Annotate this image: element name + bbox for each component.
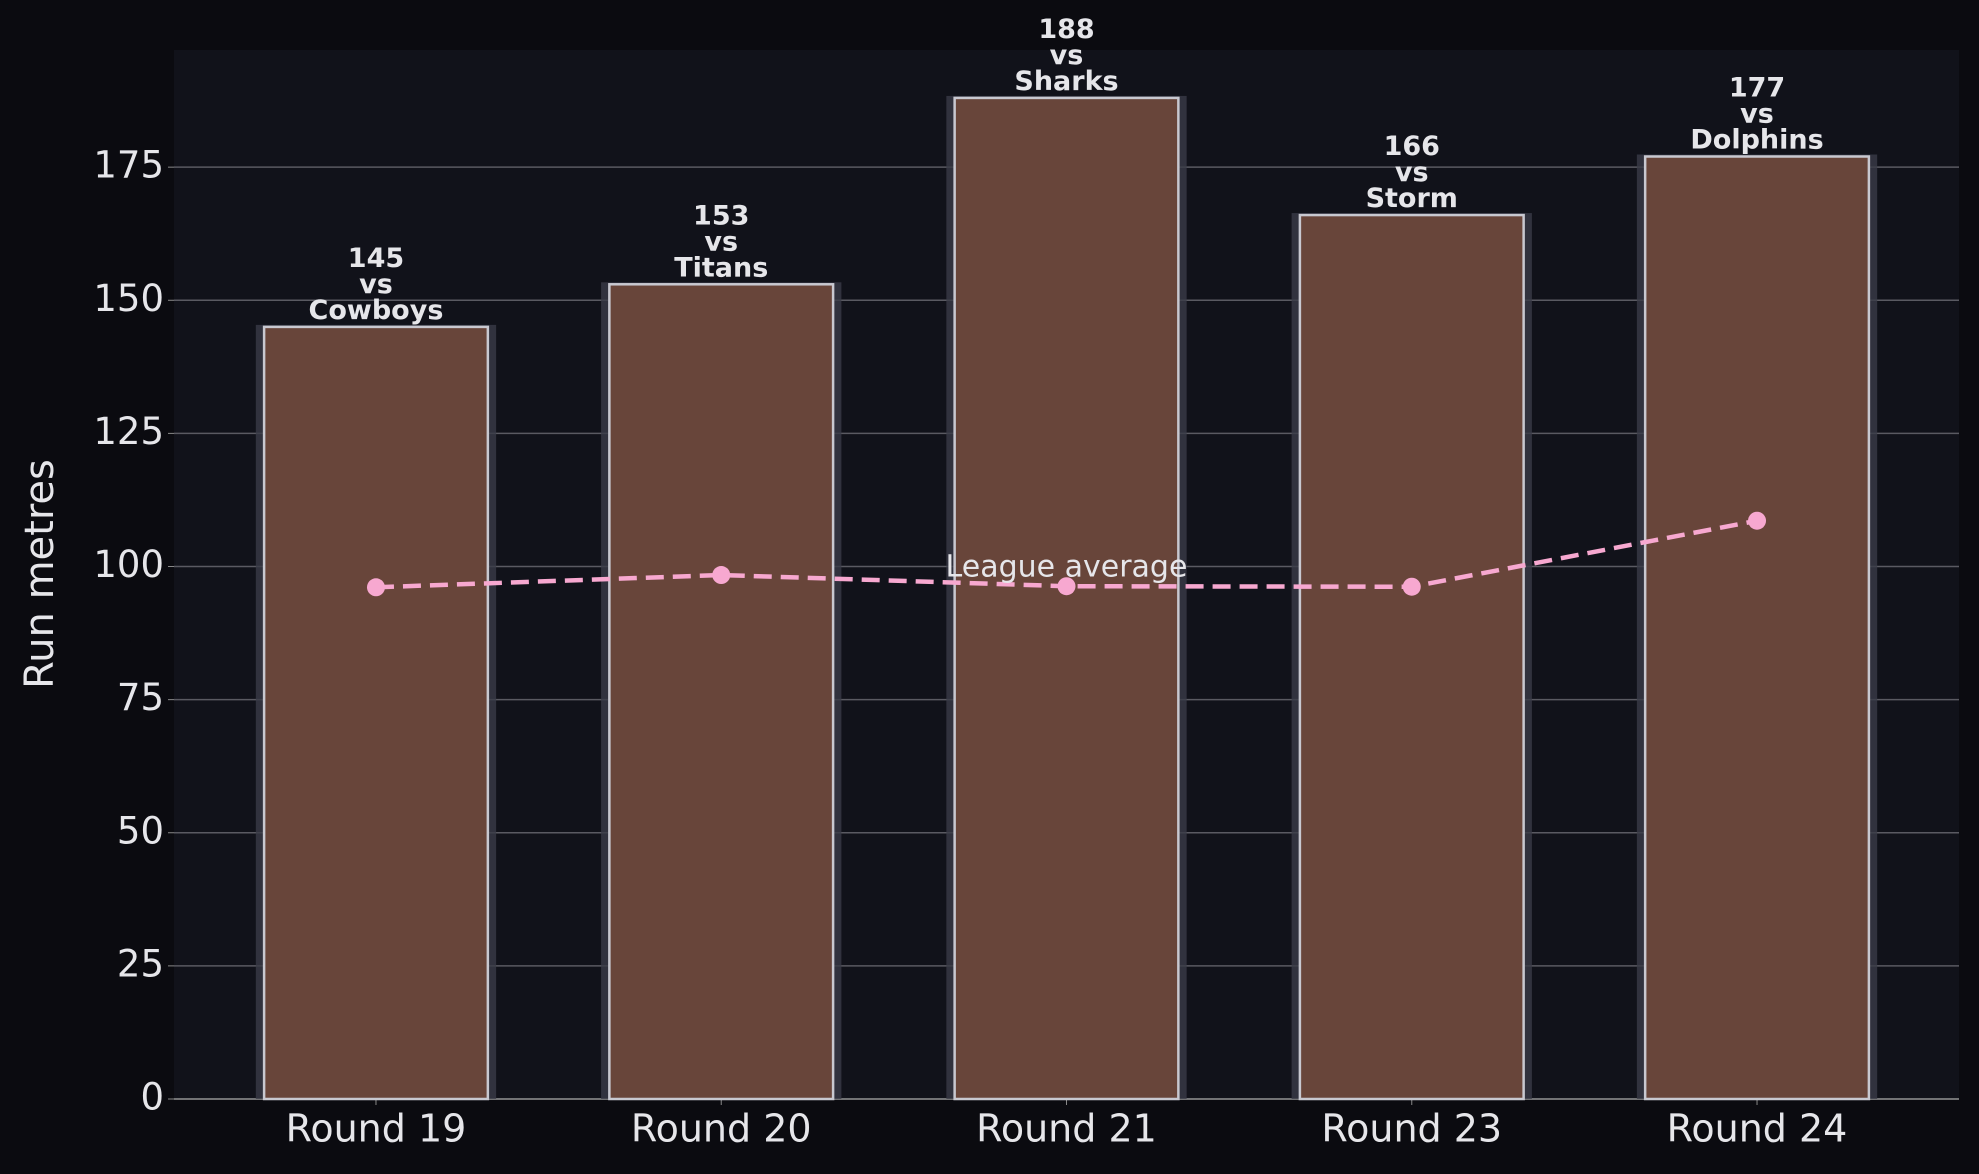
average-point [1748, 511, 1767, 530]
data-label: 166 vs Storm [1366, 131, 1458, 214]
y-tick-label: 125 [93, 410, 164, 453]
bar [1643, 155, 1871, 1101]
x-tick-label: Round 24 [1667, 1107, 1848, 1151]
y-tick-label: 0 [140, 1076, 164, 1119]
data-label: 177 vs Dolphins [1690, 72, 1823, 155]
y-tick-label: 100 [93, 543, 164, 586]
average-point [366, 578, 385, 597]
x-tick-label: Round 20 [631, 1107, 812, 1151]
y-tick-label: 175 [93, 144, 164, 187]
y-tick-label: 75 [117, 676, 164, 719]
bar [1298, 213, 1525, 1101]
average-point [1402, 577, 1421, 596]
x-tick-label: Round 23 [1321, 1107, 1502, 1151]
y-tick-label: 150 [93, 277, 164, 320]
bar [608, 283, 835, 1101]
y-tick-label: 25 [117, 942, 164, 985]
x-tick-label: Round 19 [286, 1107, 467, 1151]
average-point [712, 566, 731, 585]
data-label: 188 vs Sharks [1014, 13, 1118, 96]
bar [953, 96, 1180, 1101]
data-label: 153 vs Titans [674, 200, 768, 283]
y-axis-label: Run metres [17, 459, 63, 689]
data-label: 145 vs Cowboys [309, 242, 444, 325]
average-point [1057, 577, 1076, 596]
y-tick-label: 50 [117, 809, 164, 852]
bar [262, 325, 490, 1101]
x-tick-label: Round 21 [976, 1107, 1157, 1151]
line-annotation: League average [946, 550, 1188, 585]
